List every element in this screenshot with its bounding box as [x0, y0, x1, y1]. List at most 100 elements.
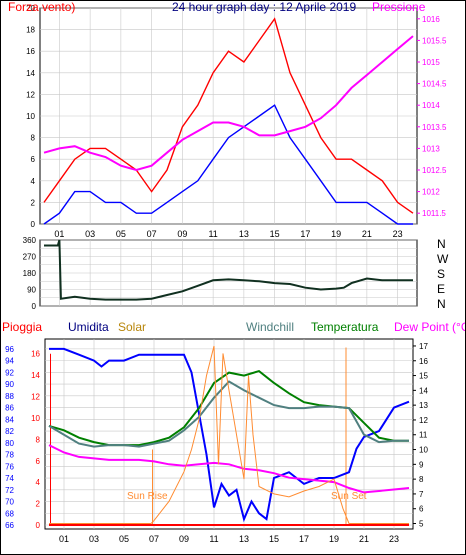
- rain-tick-label: 4: [36, 478, 41, 487]
- temperature-tick-label: 5: [419, 520, 424, 529]
- humidity-tick-label: 68: [5, 509, 14, 518]
- x-tick-label: 23: [393, 229, 403, 239]
- series-line-gust: [43, 17, 414, 214]
- y-tick-label: 6: [31, 155, 36, 164]
- pressure-tick-label: 1016: [422, 15, 440, 24]
- y-tick-label: 4: [31, 177, 36, 186]
- x-tick-label: 21: [359, 534, 369, 544]
- x-tick-label: 07: [149, 534, 159, 544]
- pressure-tick-label: 1015.5: [422, 36, 447, 45]
- temperature-tick-label: 16: [419, 357, 428, 366]
- temperature-tick-label: 7: [419, 490, 424, 499]
- rain-tick-label: 12: [31, 393, 40, 402]
- compass-label: N: [437, 237, 446, 251]
- compass-label: S: [437, 267, 445, 281]
- sun-rise-annotation: Sun Rise: [127, 491, 168, 502]
- rain-tick-label: 8: [36, 435, 41, 444]
- y-tick-label: 8: [31, 134, 36, 143]
- legend-item: Temperatura: [311, 320, 379, 334]
- x-tick-label: 11: [208, 229, 217, 239]
- series-line-umidita: [49, 347, 410, 523]
- x-tick-label: 13: [239, 229, 249, 239]
- rain-tick-label: 16: [31, 350, 40, 359]
- humidity-tick-label: 82: [5, 427, 14, 436]
- series-line-wind: [43, 104, 413, 225]
- humidity-tick-label: 76: [5, 462, 14, 471]
- temperature-humidity-plot-frame: [44, 338, 414, 530]
- compass-label: E: [437, 282, 445, 296]
- x-tick-label: 03: [89, 534, 99, 544]
- pressure-tick-label: 1013.5: [422, 123, 447, 132]
- humidity-tick-label: 78: [5, 451, 14, 460]
- y-tick-label: 12: [26, 90, 35, 99]
- x-tick-label: 19: [331, 229, 341, 239]
- x-tick-label: 21: [362, 229, 372, 239]
- series-line-pressione: [43, 35, 414, 172]
- sun-set-annotation: Sun Set: [331, 491, 367, 502]
- x-tick-label: 23: [389, 534, 399, 544]
- pressure-tick-label: 1012: [422, 188, 440, 197]
- series-line-windchill: [48, 380, 409, 448]
- legend-item: Pioggia: [2, 320, 42, 334]
- wind-axis-label: Forza vento): [8, 0, 75, 14]
- x-tick-label: 15: [269, 534, 279, 544]
- temperature-tick-label: 6: [419, 505, 424, 514]
- x-tick-label: 01: [59, 534, 69, 544]
- temperature-tick-label: 13: [419, 401, 428, 410]
- series-line-solar: [49, 345, 409, 524]
- pressure-tick-label: 1015: [422, 58, 440, 67]
- x-tick-label: 15: [270, 229, 280, 239]
- rain-tick-label: 14: [31, 371, 40, 380]
- temperature-tick-label: 12: [419, 416, 428, 425]
- temperature-tick-label: 15: [419, 372, 428, 381]
- humidity-tick-label: 74: [5, 474, 14, 483]
- direction-tick-label: 270: [23, 253, 37, 262]
- temperature-tick-label: 17: [419, 342, 428, 351]
- temperature-tick-label: 11: [419, 431, 428, 440]
- y-tick-label: 14: [26, 69, 35, 78]
- humidity-tick-label: 88: [5, 392, 14, 401]
- x-tick-label: 19: [329, 534, 339, 544]
- x-tick-label: 17: [300, 229, 310, 239]
- direction-tick-label: 0: [32, 302, 37, 311]
- series-line-dew-point-c-: [48, 444, 410, 494]
- humidity-tick-label: 72: [5, 486, 14, 495]
- x-tick-label: 13: [239, 534, 249, 544]
- y-tick-label: 20: [26, 4, 35, 13]
- direction-tick-label: 90: [27, 286, 36, 295]
- pressure-tick-label: 1013: [422, 144, 440, 153]
- legend-item: Dew Point (°C): [394, 320, 466, 334]
- rain-tick-label: 10: [31, 414, 40, 423]
- humidity-tick-label: 96: [5, 345, 14, 354]
- humidity-tick-label: 66: [5, 521, 14, 530]
- legend-item: Solar: [118, 320, 146, 334]
- humidity-tick-label: 90: [5, 380, 14, 389]
- x-tick-label: 05: [119, 534, 129, 544]
- compass-label: N: [437, 297, 446, 311]
- y-tick-label: 0: [31, 220, 36, 229]
- temperature-tick-label: 9: [419, 460, 424, 469]
- y-tick-label: 10: [26, 112, 35, 121]
- humidity-tick-label: 86: [5, 404, 14, 413]
- x-tick-label: 03: [85, 229, 95, 239]
- x-tick-label: 07: [147, 229, 157, 239]
- x-tick-label: 09: [179, 534, 189, 544]
- x-tick-label: 11: [209, 534, 218, 544]
- temperature-tick-label: 10: [419, 446, 428, 455]
- legend-item: Windchill: [246, 320, 294, 334]
- compass-label: W: [437, 252, 449, 266]
- temperature-tick-label: 14: [419, 386, 428, 395]
- x-tick-label: 09: [177, 229, 187, 239]
- humidity-tick-label: 70: [5, 498, 14, 507]
- pressure-tick-label: 1014: [422, 101, 440, 110]
- y-tick-label: 2: [31, 198, 36, 207]
- humidity-tick-label: 94: [5, 357, 14, 366]
- y-tick-label: 18: [26, 26, 35, 35]
- rain-tick-label: 0: [36, 521, 41, 530]
- x-tick-label: 05: [116, 229, 126, 239]
- pressure-tick-label: 1014.5: [422, 80, 447, 89]
- x-tick-label: 01: [54, 229, 64, 239]
- temperature-tick-label: 8: [419, 475, 424, 484]
- rain-tick-label: 2: [36, 500, 41, 509]
